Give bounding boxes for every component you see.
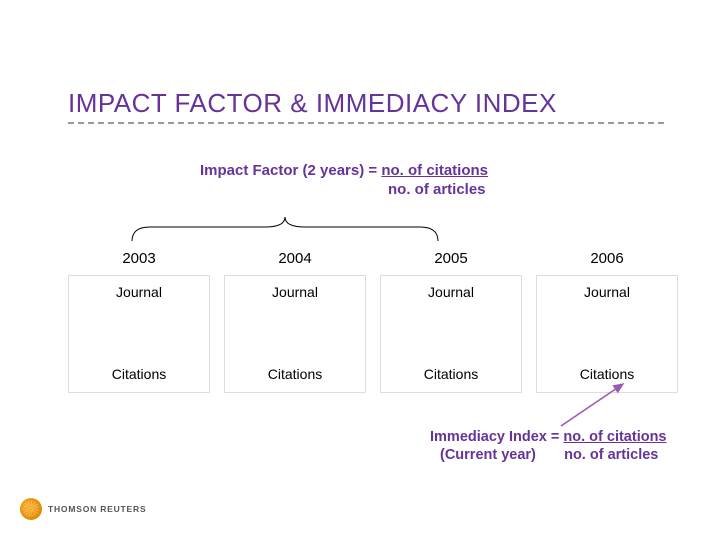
year-span-bracket (130, 215, 440, 243)
year-label: 2006 (590, 250, 623, 267)
journal-label: Journal (381, 284, 521, 300)
year-column: 2004 Journal Citations (224, 250, 366, 393)
year-label: 2005 (434, 250, 467, 267)
year-box: Journal Citations (536, 275, 678, 393)
formula-denominator: no. of articles (200, 181, 486, 200)
impact-factor-formula: Impact Factor (2 years) = no. of citatio… (200, 162, 488, 200)
page-title: IMPACT FACTOR & IMMEDIACY INDEX (68, 88, 557, 119)
journal-label: Journal (537, 284, 677, 300)
year-column: 2003 Journal Citations (68, 250, 210, 393)
formula-lhs: Immediacy Index = (430, 429, 563, 445)
year-box: Journal Citations (380, 275, 522, 393)
formula-numerator: no. of citations (381, 162, 488, 179)
immediacy-index-formula: Immediacy Index = no. of citations (Curr… (430, 428, 667, 464)
globe-icon (20, 498, 42, 520)
citations-label: Citations (381, 366, 521, 382)
brand-logo: THOMSON REUTERS (20, 498, 146, 520)
citations-label: Citations (537, 366, 677, 382)
year-column: 2006 Journal Citations (536, 250, 678, 393)
year-label: 2003 (122, 250, 155, 267)
year-box: Journal Citations (68, 275, 210, 393)
journal-label: Journal (225, 284, 365, 300)
year-columns: 2003 Journal Citations 2004 Journal Cita… (68, 250, 678, 393)
citations-label: Citations (69, 366, 209, 382)
title-underline (68, 122, 664, 124)
formula-numerator: no. of citations (563, 429, 666, 445)
brand-name: THOMSON REUTERS (48, 504, 146, 514)
year-label: 2004 (278, 250, 311, 267)
formula-lhs: Impact Factor (2 years) = (200, 162, 381, 179)
formula-denominator: no. of articles (564, 447, 658, 463)
year-box: Journal Citations (224, 275, 366, 393)
journal-label: Journal (69, 284, 209, 300)
formula-current-year: (Current year) (430, 446, 536, 464)
year-column: 2005 Journal Citations (380, 250, 522, 393)
citations-label: Citations (225, 366, 365, 382)
